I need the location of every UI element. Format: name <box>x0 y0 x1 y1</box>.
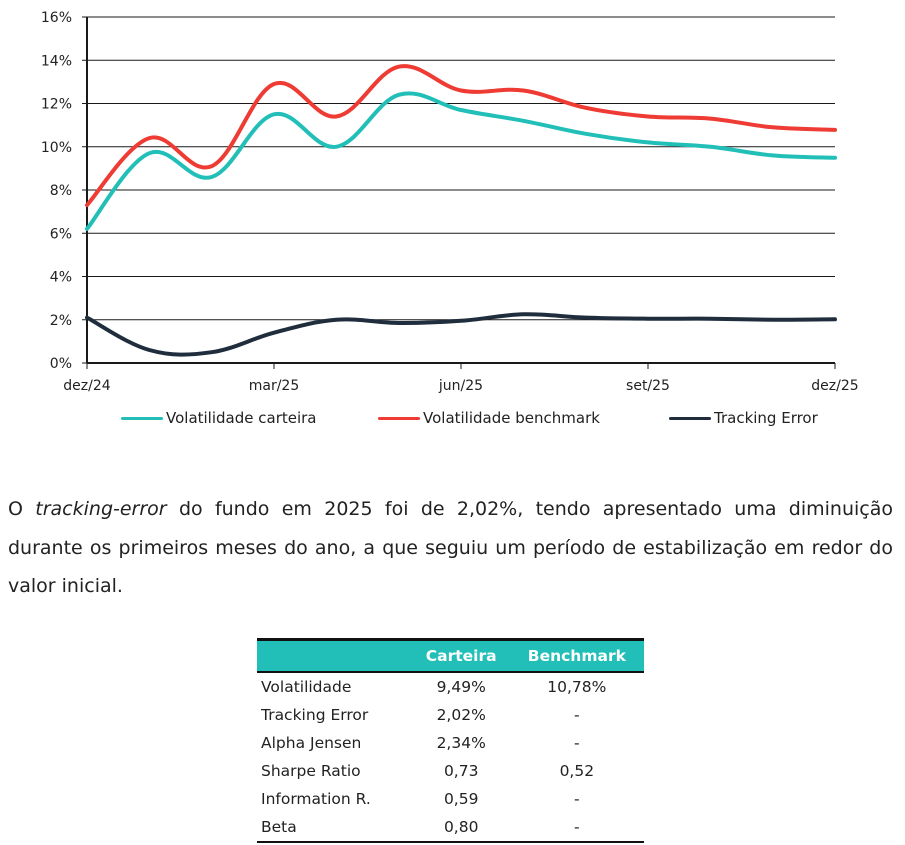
legend-label-tracking-error: Tracking Error <box>714 409 818 427</box>
cell-benchmark: - <box>574 706 580 724</box>
y-tick-label: 8% <box>50 183 72 199</box>
cell-carteira: 0,80 <box>412 813 510 843</box>
legend-item-volatilidade-benchmark: Volatilidade benchmark <box>378 409 600 427</box>
y-tick-label: 14% <box>41 53 72 69</box>
table-row: Information R. 0,59 - <box>257 785 644 813</box>
row-label: Beta <box>257 813 413 843</box>
series-line-volatilidade-carteira <box>85 91 837 231</box>
table-row: Volatilidade 9,49% 10,78% <box>257 671 644 701</box>
row-label: Information R. <box>261 790 371 808</box>
cell-benchmark: - <box>574 790 580 808</box>
cell-carteira: 2,02% <box>436 706 486 724</box>
paragraph-post: do fundo em 2025 foi de 2,02%, tendo apr… <box>8 498 894 597</box>
header-cell-carteira: Carteira <box>412 638 510 672</box>
paragraph-pre: O <box>8 498 36 520</box>
y-tick-label: 4% <box>50 270 72 286</box>
x-tick-label: dez/24 <box>63 378 110 394</box>
table-row: Beta 0,80 - <box>257 813 644 843</box>
table-header-row: Carteira Benchmark <box>257 638 644 672</box>
table-row: Alpha Jensen 2,34% - <box>257 729 644 757</box>
row-label: Tracking Error <box>261 706 369 724</box>
header-cell-benchmark: Benchmark <box>509 638 644 672</box>
table-row: Tracking Error 2,02% - <box>257 701 644 729</box>
legend-swatch-benchmark <box>378 416 420 420</box>
cell-carteira: 9,49% <box>412 671 510 701</box>
x-tick-label: dez/25 <box>811 378 858 394</box>
legend-swatch-carteira <box>121 416 163 420</box>
series-line-volatilidade-benchmark <box>85 64 837 208</box>
y-tick-label: 0% <box>50 356 72 372</box>
x-tick-label: jun/25 <box>438 378 483 394</box>
legend-label-benchmark: Volatilidade benchmark <box>423 409 600 427</box>
header-cell-blank <box>257 638 413 672</box>
cell-benchmark: 0,52 <box>559 762 595 780</box>
y-tick-label: 10% <box>41 140 72 156</box>
tracking-error-paragraph: O tracking-error do fundo em 2025 foi de… <box>8 490 893 606</box>
volatility-line-chart: 0% 2% 4% 6% 8% 10% 12% 14% 16% dez/24 mar/25 jun/25… <box>41 10 859 394</box>
legend-item-tracking-error: Tracking Error <box>669 409 818 427</box>
cell-carteira: 0,59 <box>443 790 479 808</box>
table-row: Sharpe Ratio 0,73 0,52 <box>257 757 644 785</box>
y-tick-label: 16% <box>41 10 72 26</box>
y-tick-label: 2% <box>50 313 72 329</box>
series-line-tracking-error <box>85 312 837 357</box>
row-label: Sharpe Ratio <box>261 762 361 780</box>
cell-benchmark: - <box>509 813 644 843</box>
cell-benchmark: 10,78% <box>509 671 644 701</box>
x-tick-label: set/25 <box>626 378 670 394</box>
legend-label-carteira: Volatilidade carteira <box>166 409 317 427</box>
chart-legend: Volatilidade carteira Volatilidade bench… <box>0 409 905 433</box>
x-tick-label: mar/25 <box>249 378 300 394</box>
y-tick-label: 12% <box>41 97 72 113</box>
paragraph-italic-term: tracking-error <box>35 498 167 520</box>
row-label: Alpha Jensen <box>261 734 362 752</box>
cell-carteira: 2,34% <box>436 734 486 752</box>
y-tick-label: 6% <box>50 226 72 242</box>
legend-item-volatilidade-carteira: Volatilidade carteira <box>121 409 317 427</box>
row-label: Volatilidade <box>257 671 413 701</box>
risk-statistics-table: Carteira Benchmark Volatilidade 9,49% 10… <box>257 638 644 843</box>
legend-swatch-tracking-error <box>669 416 711 420</box>
cell-carteira: 0,73 <box>443 762 479 780</box>
cell-benchmark: - <box>574 734 580 752</box>
